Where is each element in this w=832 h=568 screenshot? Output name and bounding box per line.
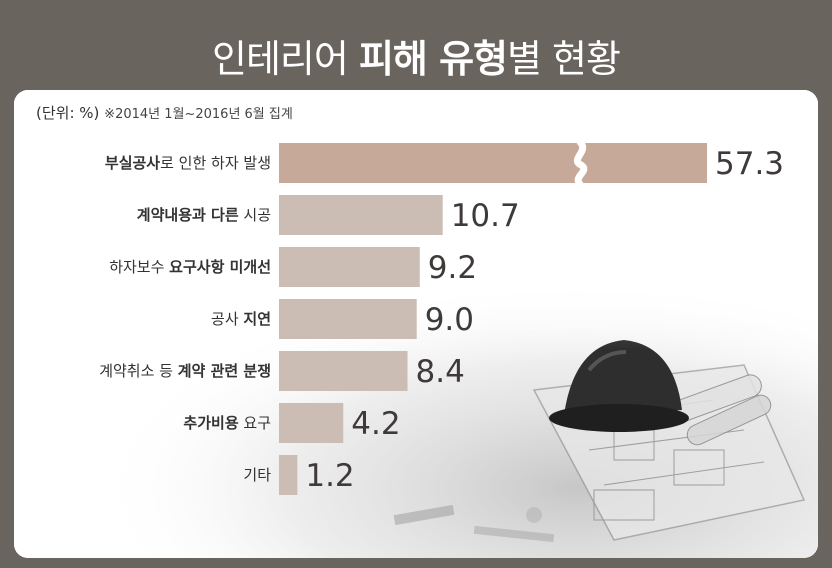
bar-1 [279,195,443,235]
value-label-0: 57.3 [715,146,784,182]
value-label-6: 1.2 [305,458,354,494]
category-label-6: 기타 [243,466,271,484]
category-label-2-part-1: 요구사항 미개선 [169,258,271,276]
debris-icon [393,504,555,543]
category-label-6-part-0: 기타 [243,466,271,484]
title-part-2: 별 현황 [507,37,621,81]
bar-chart: 57.3 부실공사로 인한 하자 발생 10.7 계약내용과 다른 시공 9.2 하자보수… [99,138,784,495]
category-label-4-part-0: 계약취소 등 [99,362,178,380]
category-label-1: 계약내용과 다른 시공 [137,206,271,224]
bar-0 [279,143,707,183]
value-label-5: 4.2 [351,406,400,442]
value-label-3: 9.0 [425,302,474,338]
category-label-1-part-0: 계약내용과 다른 [137,206,239,224]
period-note: ※2014년 1월~2016년 6월 집계 [104,107,293,122]
category-label-2: 하자보수 요구사항 미개선 [109,258,271,276]
category-label-4-part-1: 계약 관련 분쟁 [178,362,271,380]
chart-title: 인테리어 피해 유형별 현황 [0,28,832,83]
bar-2 [279,247,420,287]
unit-note: (단위: %) ※2014년 1월~2016년 6월 집계 [36,102,293,123]
category-label-5-part-1: 요구 [239,414,271,432]
unit-label: (단위: %) [36,104,100,122]
category-label-5-part-0: 추가비용 [183,414,238,432]
value-label-1: 10.7 [451,198,520,234]
category-label-2-part-0: 하자보수 [109,258,169,276]
category-label-3: 공사 지연 [211,310,271,328]
category-label-3-part-1: 지연 [243,310,271,328]
category-label-3-part-0: 공사 [211,310,243,328]
bar-4 [279,351,408,391]
title-part-bold: 피해 유형 [358,37,508,81]
value-label-2: 9.2 [428,250,477,286]
bar-3 [279,299,417,339]
category-label-0-part-1: 로 인한 하자 발생 [160,154,271,172]
category-label-0: 부실공사로 인한 하자 발생 [105,154,271,172]
chart-panel: (단위: %) ※2014년 1월~2016년 6월 집계 57.3 부실공사로 … [14,90,818,558]
axis-break-mark [573,138,588,188]
category-label-4: 계약취소 등 계약 관련 분쟁 [99,362,271,380]
title-part-1: 인테리어 [212,37,349,81]
hard-hat-icon [549,340,689,432]
category-label-5: 추가비용 요구 [183,414,271,432]
category-label-1-part-1: 시공 [239,206,271,224]
bar-5 [279,403,344,443]
bar-6 [279,455,298,495]
category-label-0-part-0: 부실공사 [105,154,160,172]
value-label-4: 8.4 [416,354,465,390]
